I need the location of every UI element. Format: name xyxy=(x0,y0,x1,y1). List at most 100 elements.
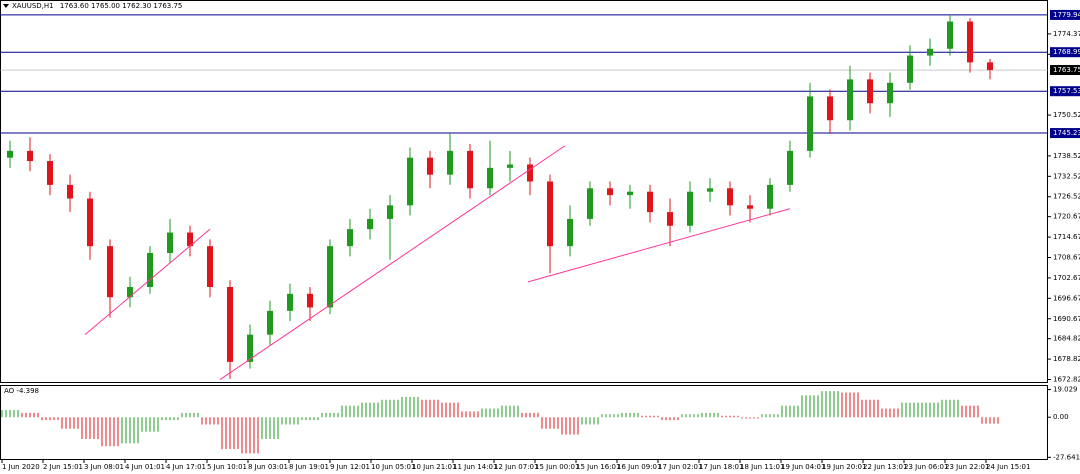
x-tick-label: 15 Jun 00:01 xyxy=(535,463,579,471)
x-tick-label: 10 Jun 21:01 xyxy=(412,463,456,471)
menu-arrow[interactable] xyxy=(3,4,9,8)
x-tick-label: 5 Jun 10:01 xyxy=(207,463,247,471)
candle-body xyxy=(7,150,13,158)
candle-body xyxy=(787,150,793,185)
y-tick-label: 1738.52 xyxy=(1053,152,1080,160)
y-tick-label: 1702.67 xyxy=(1053,274,1080,282)
current-price-box xyxy=(1050,65,1080,76)
y-tick-label: 1684.82 xyxy=(1053,335,1080,343)
candle-body xyxy=(827,96,833,121)
ao-tick-label: 0.00 xyxy=(1053,413,1069,421)
candle-body xyxy=(247,334,253,362)
candle-body xyxy=(307,293,313,308)
candle-body xyxy=(407,157,413,206)
ao-header: AO -4.398 xyxy=(4,387,39,395)
candle-body xyxy=(947,21,953,49)
symbol: XAUUSD,H1 xyxy=(12,2,54,10)
x-tick-label: 8 Jun 03:01 xyxy=(248,463,288,471)
x-tick-label: 1 Jun 2020 xyxy=(2,463,40,471)
level-label-box xyxy=(1050,9,1080,20)
candle-body xyxy=(127,287,133,298)
ao-panel-frame xyxy=(0,385,1048,460)
x-tick-label: 17 Jun 18:01 xyxy=(699,463,743,471)
y-tick-label: 1750.52 xyxy=(1053,111,1080,119)
candle-body xyxy=(207,246,213,288)
y-tick-label: 1678.82 xyxy=(1053,355,1080,363)
candle-body xyxy=(327,246,333,308)
candle-body xyxy=(807,96,813,151)
x-tick-label: 8 Jun 19:01 xyxy=(289,463,329,471)
y-tick-label: 1672.82 xyxy=(1053,376,1080,384)
header-price: 1763.75 xyxy=(153,2,182,10)
price-panel-frame xyxy=(0,0,1048,383)
x-tick-label: 15 Jun 16:01 xyxy=(576,463,620,471)
candle-body xyxy=(867,79,873,104)
y-tick-label: 1690.67 xyxy=(1053,315,1080,323)
candle-body xyxy=(987,62,993,71)
candle-body xyxy=(967,21,973,63)
candle-body xyxy=(227,287,233,362)
candle-body xyxy=(147,252,153,288)
candle-body xyxy=(167,232,173,253)
header-price: 1762.30 xyxy=(122,2,151,10)
y-tick-label: 1696.67 xyxy=(1053,294,1080,302)
current-price-label: 1763.75 xyxy=(1053,66,1080,74)
x-tick-label: 18 Jun 11:01 xyxy=(740,463,784,471)
x-tick-label: 16 Jun 09:01 xyxy=(617,463,661,471)
candle-body xyxy=(67,184,73,199)
candle-body xyxy=(607,188,613,196)
candle-body xyxy=(887,82,893,104)
candle-body xyxy=(907,55,913,83)
candle-body xyxy=(387,205,393,219)
level-label: 1768.99 xyxy=(1053,48,1080,56)
x-tick-label: 17 Jun 02:01 xyxy=(658,463,702,471)
candle-body xyxy=(747,205,753,209)
candle-body xyxy=(627,191,633,196)
candle-body xyxy=(727,188,733,206)
level-label: 1745.23 xyxy=(1053,129,1080,137)
candle-body xyxy=(427,157,433,175)
trendline xyxy=(84,228,211,336)
candle-body xyxy=(567,218,573,247)
x-tick-label: 22 Jun 13:01 xyxy=(863,463,907,471)
x-tick-label: 2 Jun 15:01 xyxy=(43,463,83,471)
x-tick-label: 24 Jun 15:01 xyxy=(986,463,1030,471)
x-tick-label: 19 Jun 04:01 xyxy=(781,463,825,471)
y-tick-label: 1774.37 xyxy=(1053,30,1080,38)
y-tick-label: 1720.67 xyxy=(1053,213,1080,221)
level-label-box xyxy=(1050,86,1080,97)
level-label-box xyxy=(1050,128,1080,139)
candle-body xyxy=(587,188,593,219)
x-tick-label: 19 Jun 20:01 xyxy=(822,463,866,471)
candle-body xyxy=(467,150,473,189)
candle-body xyxy=(107,246,113,298)
candle-body xyxy=(367,218,373,230)
candle-body xyxy=(287,293,293,311)
candle-body xyxy=(527,164,533,182)
candle-body xyxy=(667,212,673,226)
candle-body xyxy=(847,79,853,121)
y-tick-label: 1708.67 xyxy=(1053,253,1080,261)
candle-body xyxy=(487,167,493,189)
ao-tick-label: -27.641 xyxy=(1053,453,1080,461)
level-label: 1779.94 xyxy=(1053,11,1080,19)
x-tick-label: 10 Jun 05:01 xyxy=(371,463,415,471)
symbol-header: XAUUSD,H1 1763.60 1765.00 1762.30 1763.7… xyxy=(12,2,182,10)
x-tick-label: 4 Jun 01:01 xyxy=(125,463,165,471)
ao-value: -4.398 xyxy=(16,387,39,395)
candle-body xyxy=(547,181,553,247)
candle-body xyxy=(707,188,713,192)
header-price: 1765.00 xyxy=(91,2,120,10)
candle-body xyxy=(647,191,653,213)
candle-body xyxy=(87,198,93,247)
candle-body xyxy=(47,161,53,185)
x-tick-label: 4 Jun 17:01 xyxy=(166,463,206,471)
x-tick-label: 11 Jun 14:01 xyxy=(453,463,497,471)
candle-body xyxy=(507,164,513,168)
y-tick-label: 1726.52 xyxy=(1053,193,1080,201)
ao-tick-label: 19.029 xyxy=(1053,386,1078,394)
x-tick-label: 23 Jun 22:01 xyxy=(945,463,989,471)
candle-body xyxy=(267,310,273,335)
level-label-box xyxy=(1050,47,1080,58)
